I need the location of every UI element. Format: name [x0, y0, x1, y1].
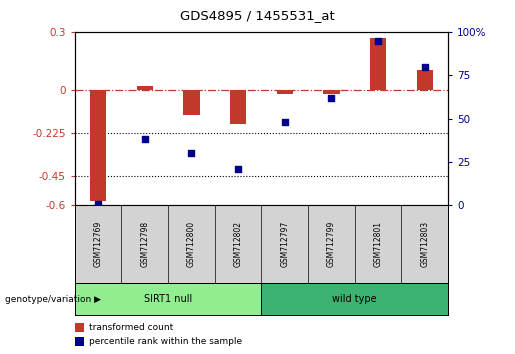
Point: [187, 150, 196, 156]
Point: [234, 166, 242, 172]
Text: GSM712803: GSM712803: [420, 221, 429, 267]
Text: GSM712802: GSM712802: [233, 221, 243, 267]
Point: [141, 137, 149, 142]
Text: transformed count: transformed count: [89, 323, 174, 332]
Bar: [323, 90, 339, 93]
Bar: [370, 38, 386, 90]
Text: GSM712800: GSM712800: [187, 221, 196, 267]
Point: [327, 95, 335, 101]
Text: percentile rank within the sample: percentile rank within the sample: [89, 337, 242, 346]
Text: genotype/variation ▶: genotype/variation ▶: [5, 295, 101, 304]
Text: SIRT1 null: SIRT1 null: [144, 294, 192, 304]
FancyBboxPatch shape: [75, 283, 261, 315]
Bar: [277, 90, 293, 93]
FancyBboxPatch shape: [261, 283, 448, 315]
Bar: [230, 90, 246, 124]
Text: GSM712797: GSM712797: [280, 221, 289, 267]
Point: [421, 64, 429, 69]
Text: GDS4895 / 1455531_at: GDS4895 / 1455531_at: [180, 9, 335, 22]
Text: GSM712769: GSM712769: [94, 221, 102, 267]
Bar: [183, 90, 199, 115]
Text: wild type: wild type: [332, 294, 377, 304]
Point: [281, 119, 289, 125]
Bar: [90, 90, 106, 201]
Point: [374, 38, 382, 44]
Text: GSM712801: GSM712801: [373, 221, 383, 267]
Point: [94, 201, 102, 206]
Text: GSM712799: GSM712799: [327, 221, 336, 267]
Bar: [136, 86, 153, 90]
Bar: [417, 70, 433, 90]
Text: GSM712798: GSM712798: [140, 221, 149, 267]
